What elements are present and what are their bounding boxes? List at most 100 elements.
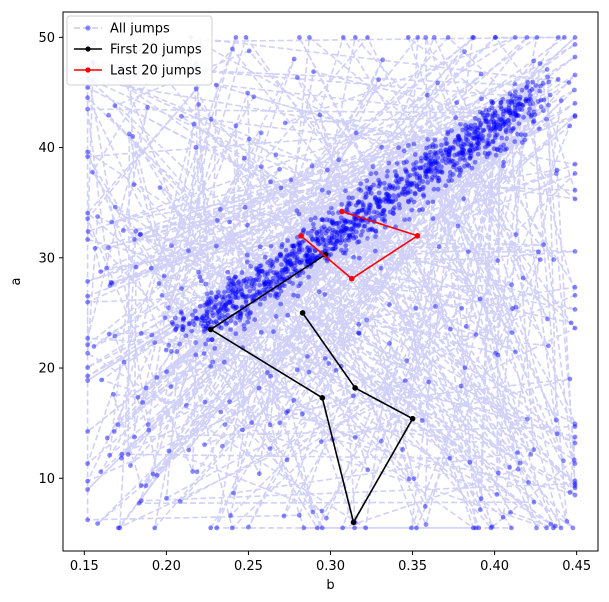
- all-jumps-point: [366, 205, 371, 211]
- all-jumps-point: [396, 202, 402, 207]
- all-jumps-point: [190, 469, 196, 474]
- all-jumps-point: [91, 344, 97, 349]
- all-jumps-point: [270, 278, 276, 284]
- all-jumps-point: [421, 193, 427, 199]
- all-jumps-point: [282, 257, 288, 262]
- all-jumps-point: [572, 440, 578, 446]
- all-jumps-point: [449, 128, 454, 134]
- all-jumps-point: [189, 328, 195, 334]
- all-jumps-point: [554, 167, 560, 173]
- all-jumps-point: [389, 185, 395, 191]
- all-jumps-point: [301, 525, 307, 531]
- all-jumps-point: [228, 327, 234, 333]
- all-jumps-point: [268, 179, 273, 185]
- all-jumps-point: [405, 185, 411, 191]
- all-jumps-point: [387, 209, 393, 215]
- all-jumps-point: [431, 35, 437, 40]
- all-jumps-point: [223, 306, 229, 312]
- all-jumps-point: [338, 229, 344, 235]
- all-jumps-point: [390, 184, 396, 189]
- all-jumps-point: [347, 234, 353, 240]
- all-jumps-point: [295, 273, 300, 279]
- all-jumps-point: [291, 398, 297, 403]
- all-jumps-point: [572, 35, 578, 40]
- all-jumps-point: [443, 141, 449, 147]
- all-jumps-point: [336, 157, 342, 163]
- all-jumps-point: [267, 446, 273, 451]
- all-jumps-point: [368, 215, 374, 221]
- all-jumps-point: [343, 225, 348, 231]
- all-jumps-point: [530, 101, 536, 106]
- all-jumps-point: [486, 133, 492, 138]
- all-jumps-point: [229, 279, 235, 284]
- all-jumps-point: [262, 296, 267, 302]
- all-jumps-point: [109, 219, 115, 225]
- all-jumps-point: [459, 150, 465, 156]
- all-jumps-point: [268, 268, 273, 274]
- all-jumps-point: [500, 114, 506, 120]
- all-jumps-point: [259, 164, 264, 170]
- all-jumps-point: [130, 134, 136, 139]
- all-jumps-point: [257, 244, 263, 250]
- all-jumps-point: [373, 228, 379, 234]
- all-jumps-point: [512, 111, 518, 116]
- all-jumps-point: [297, 272, 302, 278]
- all-jumps-point: [488, 119, 494, 125]
- all-jumps-point: [572, 292, 578, 298]
- all-jumps-point: [393, 178, 399, 184]
- all-jumps-point: [498, 121, 504, 127]
- all-jumps-point: [131, 182, 137, 188]
- all-jumps-point: [284, 457, 290, 463]
- all-jumps-point: [351, 215, 357, 221]
- all-jumps-point: [509, 98, 515, 103]
- all-jumps-point: [364, 210, 369, 215]
- all-jumps-point: [341, 223, 346, 229]
- all-jumps-point: [244, 312, 250, 317]
- all-jumps-point: [412, 190, 418, 196]
- all-jumps-point: [511, 125, 516, 131]
- all-jumps-point: [242, 294, 248, 300]
- all-jumps-point: [238, 282, 244, 288]
- all-jumps-point: [304, 253, 310, 258]
- all-jumps-point: [372, 194, 378, 200]
- all-jumps-point: [512, 105, 518, 110]
- all-jumps-point: [355, 200, 361, 206]
- all-jumps-point: [233, 290, 238, 296]
- all-jumps-point: [507, 110, 513, 116]
- all-jumps-point: [282, 283, 287, 289]
- all-jumps-point: [457, 165, 462, 171]
- all-jumps-point: [377, 180, 383, 186]
- all-jumps-point: [508, 113, 514, 118]
- all-jumps-point: [529, 87, 535, 92]
- all-jumps-point: [368, 226, 373, 232]
- all-jumps-point: [244, 284, 250, 290]
- all-jumps-point: [295, 293, 301, 299]
- all-jumps-point: [436, 161, 441, 167]
- all-jumps-point: [154, 375, 160, 380]
- all-jumps-point: [203, 341, 209, 347]
- all-jumps-point: [489, 98, 494, 104]
- all-jumps-point: [365, 467, 371, 473]
- all-jumps-point: [411, 141, 417, 147]
- all-jumps-point: [308, 217, 314, 223]
- all-jumps-point: [312, 256, 318, 261]
- all-jumps-point: [511, 99, 517, 104]
- all-jumps-point: [376, 183, 382, 189]
- all-jumps-point: [257, 301, 263, 307]
- all-jumps-point: [386, 198, 392, 204]
- all-jumps-point: [492, 109, 498, 114]
- all-jumps-point: [572, 161, 578, 167]
- all-jumps-point: [379, 211, 384, 217]
- all-jumps-point: [332, 246, 337, 252]
- all-jumps-point: [417, 187, 422, 192]
- all-jumps-point: [358, 217, 363, 223]
- all-jumps-point: [353, 202, 359, 208]
- all-jumps-point: [351, 226, 356, 232]
- all-jumps-point: [295, 257, 300, 262]
- all-jumps-point: [230, 281, 236, 286]
- all-jumps-point: [458, 167, 464, 173]
- all-jumps-point: [173, 326, 179, 332]
- all-jumps-point: [427, 144, 433, 150]
- all-jumps-point: [412, 171, 418, 177]
- all-jumps-point: [85, 210, 90, 216]
